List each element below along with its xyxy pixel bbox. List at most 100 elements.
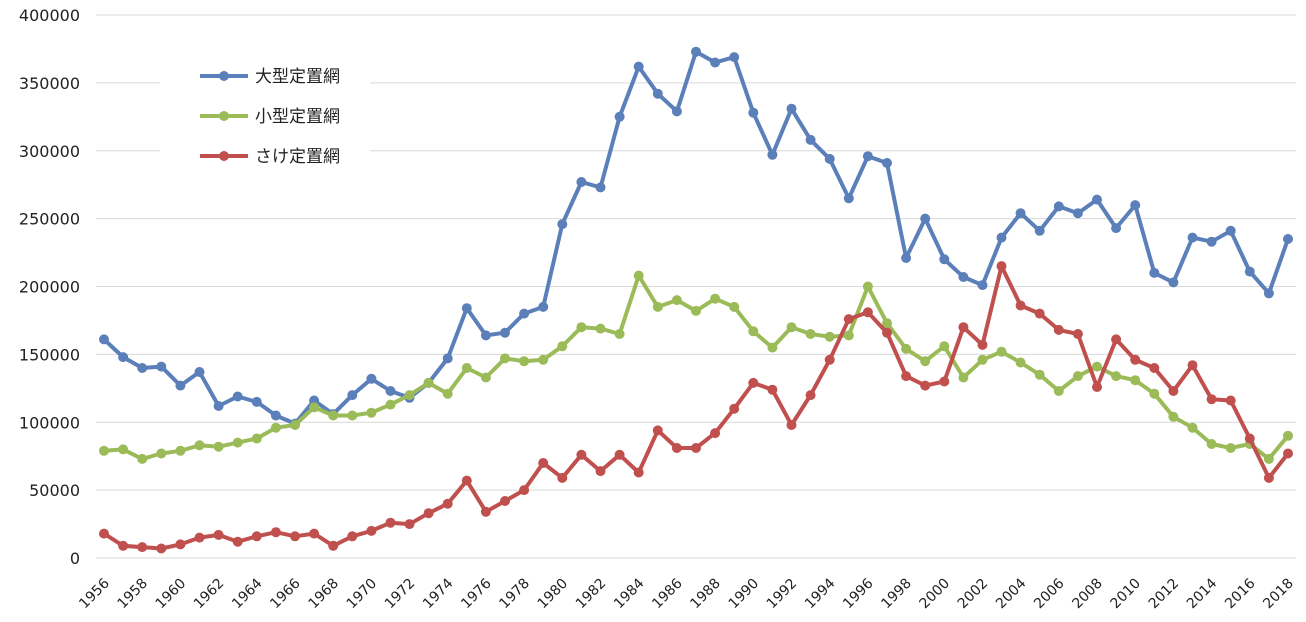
legend-item: さけ定置網	[200, 147, 340, 167]
data-point	[576, 177, 587, 187]
x-tick-label: 1964	[229, 575, 266, 612]
data-point	[977, 280, 988, 291]
data-series	[99, 46, 1293, 554]
x-tick-label: 1976	[458, 575, 495, 612]
data-point	[213, 529, 224, 540]
data-point	[1092, 361, 1102, 372]
x-tick-label: 1972	[382, 576, 419, 613]
data-point	[232, 437, 243, 448]
data-point	[920, 213, 931, 224]
x-tick-label: 2000	[917, 576, 954, 613]
data-point	[309, 402, 320, 413]
data-point	[614, 449, 625, 460]
data-point	[1283, 234, 1293, 244]
data-point	[213, 441, 224, 452]
data-point	[1187, 232, 1198, 243]
data-point	[557, 219, 568, 230]
data-point	[175, 380, 186, 391]
data-point	[633, 61, 644, 72]
legend-label: さけ定置網	[255, 147, 340, 167]
data-point	[1225, 225, 1236, 236]
data-point	[118, 352, 129, 363]
data-point	[385, 399, 396, 410]
x-tick-label: 1974	[420, 575, 457, 612]
data-point	[1111, 371, 1122, 382]
data-point	[633, 270, 644, 281]
data-point	[1034, 225, 1045, 236]
data-point	[1072, 208, 1083, 219]
data-point	[194, 367, 205, 377]
data-point	[691, 443, 701, 453]
data-point	[404, 519, 415, 530]
data-point	[1149, 267, 1160, 278]
data-point	[862, 151, 873, 162]
data-point	[1206, 439, 1217, 449]
data-point	[366, 373, 377, 384]
x-tick-label: 2016	[1222, 575, 1259, 612]
x-tick-label: 2018	[1260, 576, 1297, 613]
data-point	[328, 540, 339, 551]
data-point	[1149, 363, 1160, 373]
data-point	[366, 525, 377, 536]
data-point	[671, 106, 682, 117]
data-point	[442, 388, 453, 399]
data-point	[347, 531, 358, 542]
data-point	[805, 134, 816, 145]
data-point	[958, 372, 969, 383]
data-point	[595, 466, 606, 477]
x-tick-label: 1958	[115, 576, 152, 613]
data-point	[1187, 422, 1198, 433]
data-point	[958, 272, 969, 282]
data-point	[442, 498, 453, 509]
data-point	[977, 354, 988, 365]
data-point	[99, 334, 109, 345]
data-point	[1072, 371, 1083, 382]
data-point	[1168, 386, 1179, 396]
data-point	[710, 428, 721, 439]
y-tick-label: 350000	[19, 74, 80, 93]
data-point	[99, 528, 109, 539]
data-point	[614, 111, 625, 122]
data-point	[194, 532, 205, 543]
x-tick-label: 1996	[840, 575, 877, 612]
data-point	[729, 301, 740, 312]
legend-item: 小型定置網	[200, 107, 340, 127]
data-point	[213, 401, 224, 411]
data-point	[251, 433, 262, 444]
data-point	[1034, 308, 1045, 319]
data-point	[1206, 236, 1217, 247]
data-point	[767, 149, 778, 160]
data-point	[500, 353, 510, 364]
data-point	[1283, 430, 1293, 441]
data-point	[347, 390, 358, 401]
x-tick-label: 1966	[267, 575, 304, 612]
data-point	[500, 496, 510, 506]
data-point	[385, 517, 396, 528]
data-point	[1225, 443, 1236, 453]
data-point	[691, 305, 701, 316]
data-point	[1206, 394, 1217, 405]
data-point	[824, 354, 835, 365]
y-axis-tick-labels: 0 50000 100000 150000 200000 250000 300000 3500…	[19, 6, 80, 568]
y-tick-label: 250000	[19, 210, 80, 229]
data-point	[461, 475, 472, 486]
x-tick-label: 2006	[1031, 575, 1068, 612]
data-point	[843, 193, 854, 204]
data-point	[824, 153, 835, 164]
data-point	[1130, 354, 1141, 365]
data-point	[901, 253, 912, 263]
data-point	[786, 322, 797, 333]
data-point	[461, 303, 472, 314]
x-tick-label: 2012	[1146, 576, 1183, 613]
data-point	[786, 420, 797, 430]
data-point	[1015, 208, 1026, 219]
data-point	[519, 485, 530, 496]
data-point	[309, 528, 320, 539]
data-point	[1092, 382, 1102, 392]
data-point	[595, 182, 606, 193]
data-point	[557, 341, 568, 352]
data-point	[1092, 194, 1102, 205]
legend-swatch-marker	[219, 151, 229, 161]
x-tick-label: 1962	[191, 576, 228, 613]
data-point	[290, 531, 300, 542]
